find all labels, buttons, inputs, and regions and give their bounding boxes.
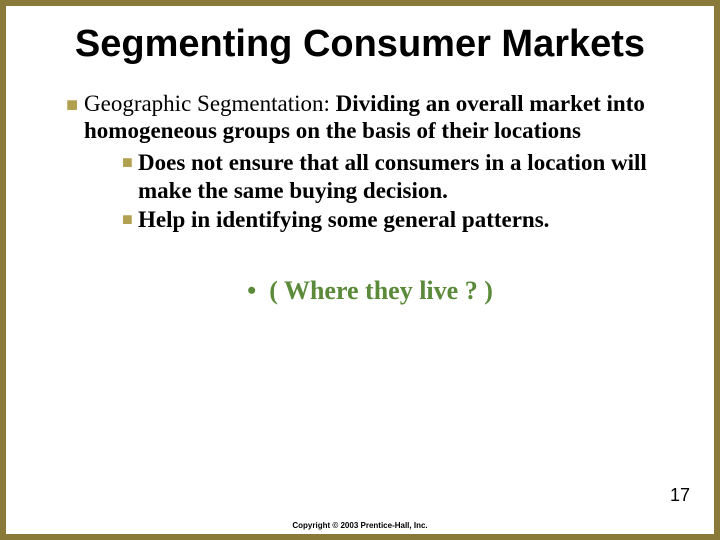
square-bullet-icon: ■ (66, 90, 84, 236)
sub-bullet-text: Help in identifying some general pattern… (138, 206, 549, 234)
bullet1-text: Geographic Segmentation: Dividing an ove… (84, 90, 674, 236)
bullet-level2: ■ Does not ensure that all consumers in … (122, 149, 674, 204)
callout-text: ( Where they live ? ) (269, 276, 493, 305)
slide-title: Segmenting Consumer Markets (46, 24, 674, 66)
sub-bullets: ■ Does not ensure that all consumers in … (84, 149, 674, 234)
bullet-level1: ■ Geographic Segmentation: Dividing an o… (66, 90, 674, 236)
page-number: 17 (670, 485, 690, 506)
callout-line: • ( Where they live ? ) (66, 276, 674, 306)
square-bullet-icon: ■ (122, 206, 138, 234)
slide-frame: Segmenting Consumer Markets ■ Geographic… (0, 0, 720, 540)
disc-bullet-icon: • (247, 276, 269, 305)
bullet-level2: ■ Help in identifying some general patte… (122, 206, 674, 234)
copyright-text: Copyright © 2003 Prentice-Hall, Inc. (6, 521, 714, 530)
bullet1-label: Geographic Segmentation: (84, 91, 336, 116)
content-area: ■ Geographic Segmentation: Dividing an o… (6, 90, 714, 306)
sub-bullet-text: Does not ensure that all consumers in a … (138, 149, 674, 204)
square-bullet-icon: ■ (122, 149, 138, 204)
